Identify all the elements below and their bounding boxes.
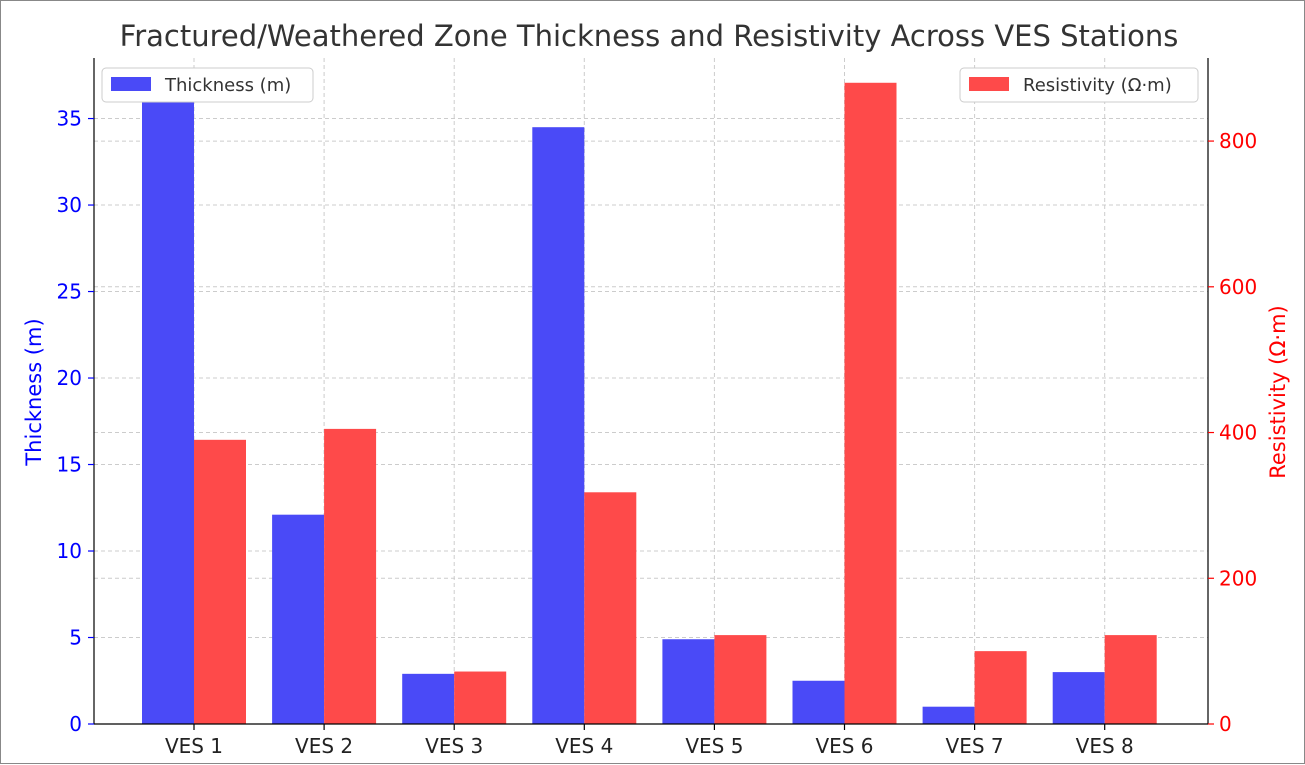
axes: 0 5 10 15 20 25 30 35 0 200 400 600 800 VES 1 VES 2 VES… xyxy=(57,58,1257,758)
bar-resistivity xyxy=(194,439,246,724)
bar-thickness xyxy=(922,706,975,724)
y-tick-label-left: 35 xyxy=(57,107,82,131)
bar-thickness xyxy=(532,127,585,724)
legend-label-resistivity: Resistivity (Ω·m) xyxy=(1023,75,1172,96)
legend-swatch-resistivity xyxy=(969,77,1009,91)
y-tick-label-left: 0 xyxy=(69,712,82,736)
x-tick-label: VES 8 xyxy=(1076,734,1134,758)
bar-thickness xyxy=(1052,672,1105,724)
bar-thickness xyxy=(272,514,325,724)
y-tick-label-right: 800 xyxy=(1219,129,1257,153)
bar-resistivity xyxy=(454,671,507,724)
y-axis-label-right: Resistivity (Ω·m) xyxy=(1266,305,1290,479)
legend-frame-right xyxy=(959,67,1199,103)
bar-resistivity xyxy=(714,635,767,724)
legend-frame-left xyxy=(101,67,314,103)
y-axis-label-left: Thickness (m) xyxy=(22,318,46,466)
x-tick-label: VES 3 xyxy=(425,734,483,758)
y-tick-label-right: 400 xyxy=(1219,421,1257,445)
bar-thickness xyxy=(662,639,715,724)
bar-resistivity xyxy=(974,651,1027,724)
y-tick-label-left: 5 xyxy=(69,626,82,650)
y-tick-label-right: 200 xyxy=(1219,566,1257,590)
x-tick-label: VES 4 xyxy=(555,734,613,758)
y-tick-label-left: 20 xyxy=(57,366,82,390)
bar-thickness xyxy=(142,83,194,724)
x-tick-label: VES 7 xyxy=(946,734,1004,758)
y-tick-label-left: 10 xyxy=(57,539,82,563)
bar-resistivity xyxy=(844,82,897,725)
bar-thickness xyxy=(402,673,455,724)
x-tick-label: VES 2 xyxy=(295,734,353,758)
legend-resistivity: Resistivity (Ω·m) xyxy=(959,67,1199,103)
y-tick-label-right: 600 xyxy=(1219,275,1257,299)
bar-resistivity xyxy=(584,492,637,724)
x-tick-label: VES 6 xyxy=(815,734,873,758)
bar-resistivity xyxy=(324,428,377,724)
legend-label-thickness: Thickness (m) xyxy=(164,75,291,96)
y-tick-label-left: 15 xyxy=(57,453,82,477)
x-tick-label: VES 1 xyxy=(165,734,223,758)
bar-thickness xyxy=(792,680,845,724)
y-tick-label-right: 0 xyxy=(1219,712,1232,736)
grid xyxy=(94,58,1208,724)
legend-swatch-thickness xyxy=(111,77,151,91)
y-tick-label-left: 25 xyxy=(57,280,82,304)
y-tick-label-left: 30 xyxy=(57,193,82,217)
chart-title: Fractured/Weathered Zone Thickness and R… xyxy=(120,19,1179,53)
bar-resistivity xyxy=(1104,635,1157,724)
bars xyxy=(142,82,1157,725)
x-tick-label: VES 5 xyxy=(685,734,743,758)
legend-thickness: Thickness (m) xyxy=(101,67,314,103)
